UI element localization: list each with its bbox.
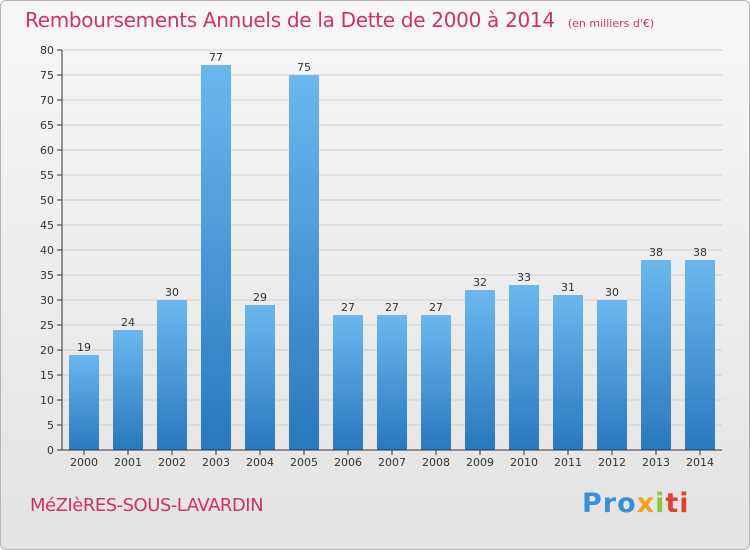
data-label: 27 (385, 301, 399, 314)
bar (641, 260, 671, 450)
x-tick-label: 2007 (378, 456, 406, 469)
x-tick-label: 2006 (334, 456, 362, 469)
proxiti-logo: Proxiti (582, 488, 690, 519)
y-tick-label: 40 (40, 244, 54, 257)
x-tick-label: 2013 (642, 456, 670, 469)
bar (333, 315, 363, 450)
bar (69, 355, 99, 450)
bar (377, 315, 407, 450)
y-tick-label: 70 (40, 94, 54, 107)
chart-header: Remboursements Annuels de la Dette de 20… (25, 8, 654, 32)
x-axis: 2000 2001 2002 2003 2004 2005 2006 2007 2008 2009… (62, 449, 722, 469)
y-tick-label: 65 (40, 119, 54, 132)
y-tick-label: 50 (40, 194, 54, 207)
bar (597, 300, 627, 450)
x-tick-label: 2014 (686, 456, 714, 469)
data-label: 19 (77, 341, 91, 354)
x-tick-label: 2012 (598, 456, 626, 469)
y-axis: 0 5 10 15 20 25 30 35 40 45 50 55 60 65 70 75 80 (40, 44, 63, 457)
bar (157, 300, 187, 450)
y-tick-label: 45 (40, 219, 54, 232)
x-tick-label: 2002 (158, 456, 186, 469)
y-tick-label: 0 (47, 444, 54, 457)
x-tick-label: 2005 (290, 456, 318, 469)
x-tick-label: 2011 (554, 456, 582, 469)
y-tick-label: 5 (47, 419, 54, 432)
bar (421, 315, 451, 450)
data-label: 32 (473, 276, 487, 289)
data-label: 38 (649, 246, 663, 259)
y-tick-label: 60 (40, 144, 54, 157)
data-label: 38 (693, 246, 707, 259)
logo-part-1: Pro (582, 488, 637, 519)
bar (509, 285, 539, 450)
y-tick-label: 25 (40, 319, 54, 332)
bar (553, 295, 583, 450)
y-tick-label: 15 (40, 369, 54, 382)
y-tick-label: 30 (40, 294, 54, 307)
bar (201, 65, 231, 450)
data-label: 75 (297, 61, 311, 74)
bar (245, 305, 275, 450)
logo-part-3: i (655, 488, 666, 519)
bars: 19 24 30 77 29 75 27 27 27 32 33 31 30 38 38 (69, 51, 715, 450)
y-tick-label: 10 (40, 394, 54, 407)
bar (465, 290, 495, 450)
chart-title: Remboursements Annuels de la Dette de 20… (25, 8, 555, 32)
data-label: 30 (165, 286, 179, 299)
bar (685, 260, 715, 450)
y-tick-label: 80 (40, 44, 54, 57)
x-tick-label: 2001 (114, 456, 142, 469)
y-tick-label: 75 (40, 69, 54, 82)
logo-part-2: x (636, 488, 656, 519)
data-label: 33 (517, 271, 531, 284)
data-label: 77 (209, 51, 223, 64)
data-label: 24 (121, 316, 135, 329)
y-tick-label: 55 (40, 169, 54, 182)
x-tick-label: 2000 (70, 456, 98, 469)
data-label: 31 (561, 281, 575, 294)
y-tick-label: 20 (40, 344, 54, 357)
bar (113, 330, 143, 450)
x-tick-label: 2008 (422, 456, 450, 469)
x-tick-label: 2004 (246, 456, 274, 469)
data-label: 30 (605, 286, 619, 299)
x-tick-label: 2010 (510, 456, 538, 469)
x-tick-label: 2009 (466, 456, 494, 469)
chart-subtitle: (en milliers d'€) (567, 17, 655, 30)
y-tick-label: 35 (40, 269, 54, 282)
x-tick-label: 2003 (202, 456, 230, 469)
logo-part-4: ti (665, 488, 690, 519)
data-label: 27 (341, 301, 355, 314)
town-name: MéZIèRES-SOUS-LAVARDIN (30, 495, 264, 516)
data-label: 29 (253, 291, 267, 304)
bar (289, 75, 319, 450)
data-label: 27 (429, 301, 443, 314)
